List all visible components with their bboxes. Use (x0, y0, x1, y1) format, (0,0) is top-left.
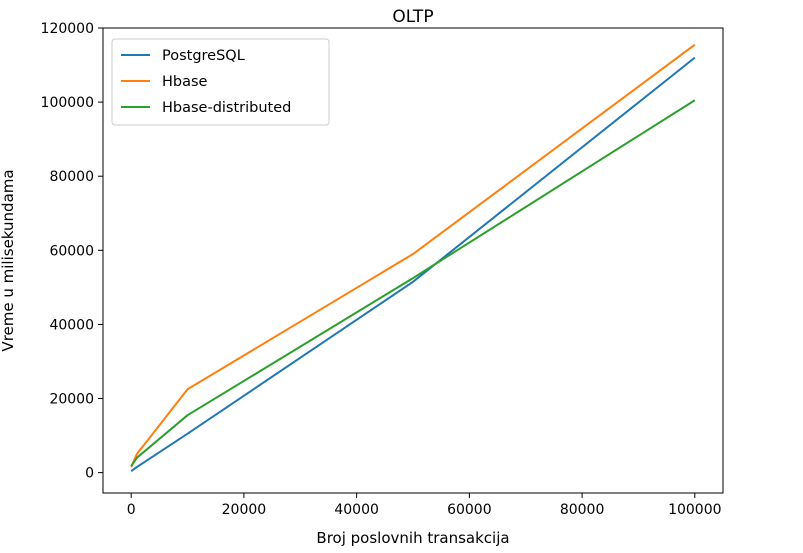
chart-title: OLTP (392, 7, 433, 27)
x-tick-label: 20000 (222, 502, 267, 518)
legend-label: PostgreSQL (162, 48, 245, 64)
plot-frame (102, 27, 724, 494)
x-axis-label: Broj poslovnih transakcija (316, 529, 509, 547)
x-tick-label: 0 (127, 502, 136, 518)
y-tick-label: 80000 (49, 169, 94, 185)
y-tick-label: 0 (85, 466, 94, 482)
legend-label: Hbase-distributed (162, 100, 291, 116)
y-tick-label: 100000 (41, 95, 94, 111)
y-axis-ticks: 0 20000 40000 60000 80000 100000 120000 (41, 21, 103, 482)
x-tick-label: 80000 (560, 502, 605, 518)
x-tick-label: 60000 (447, 502, 492, 518)
y-tick-label: 20000 (49, 392, 94, 408)
legend-label: Hbase (162, 74, 208, 90)
series-line-hbase-distributed (130, 99, 696, 467)
x-axis-ticks: 0 20000 40000 60000 80000 100000 (127, 493, 722, 518)
legend-box (111, 38, 330, 126)
y-tick-label: 120000 (41, 21, 94, 37)
y-tick-label: 60000 (49, 243, 94, 259)
x-tick-label: 100000 (668, 502, 721, 518)
x-tick-label: 40000 (334, 502, 379, 518)
y-axis-label: Vreme u milisekundama (0, 169, 17, 351)
y-tick-label: 40000 (49, 317, 94, 333)
legend: PostgreSQL Hbase Hbase-distributed (111, 38, 330, 126)
plot-lines (130, 43, 696, 472)
